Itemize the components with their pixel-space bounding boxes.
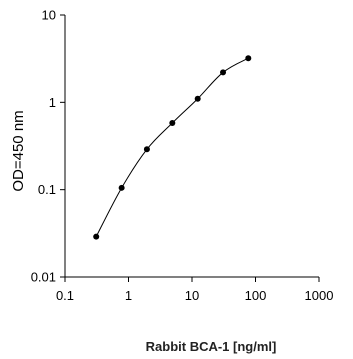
data-point — [118, 184, 125, 191]
x-axis-title: Rabbit BCA-1 [ng/ml] — [146, 339, 277, 354]
data-point — [93, 233, 100, 240]
data-point — [245, 55, 252, 62]
x-ticks — [64, 277, 320, 282]
x-tick-label: 1 — [125, 288, 132, 303]
data-point — [220, 69, 227, 76]
y-tick-labels: 10 1 0.1 0.01 — [31, 8, 56, 285]
x-tick-label: 10 — [185, 288, 199, 303]
x-tick-label: 0.1 — [56, 288, 74, 303]
data-point — [194, 95, 201, 102]
y-tick-label: 0.1 — [38, 182, 56, 197]
data-points — [93, 55, 252, 240]
y-tick-label: 1 — [49, 95, 56, 110]
y-axis-title: OD=450 nm — [10, 110, 27, 191]
y-ticks — [60, 14, 65, 278]
series-line — [95, 57, 249, 237]
data-point — [143, 146, 150, 153]
y-tick-label: 0.01 — [31, 270, 56, 285]
y-tick-label: 10 — [42, 8, 56, 23]
x-tick-label: 100 — [245, 288, 267, 303]
data-point — [169, 119, 176, 126]
x-tick-labels: 0.1 1 10 100 1000 — [56, 288, 334, 303]
x-tick-label: 1000 — [305, 288, 334, 303]
